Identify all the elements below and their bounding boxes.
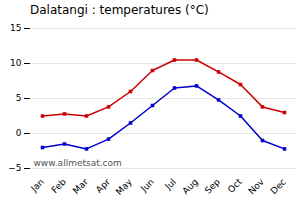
- svg-text:Apr: Apr: [94, 177, 112, 195]
- svg-text:Sep: Sep: [203, 177, 222, 196]
- svg-text:Aug: Aug: [180, 177, 200, 197]
- svg-text:Feb: Feb: [50, 177, 69, 196]
- svg-text:10: 10: [10, 58, 22, 68]
- svg-text:Nov: Nov: [246, 176, 266, 196]
- svg-text:Dec: Dec: [269, 177, 288, 196]
- svg-text:Mar: Mar: [71, 176, 90, 195]
- svg-text:Oct: Oct: [226, 176, 244, 194]
- svg-text:Jun: Jun: [138, 177, 156, 195]
- svg-text:−5: −5: [8, 163, 21, 173]
- svg-text:15: 15: [10, 23, 21, 33]
- svg-text:May: May: [114, 176, 135, 197]
- svg-text:0: 0: [16, 128, 22, 138]
- svg-text:Jan: Jan: [28, 177, 46, 195]
- svg-text:www.allmetsat.com: www.allmetsat.com: [34, 158, 122, 168]
- html-text:Dalatangi : temperatures (°C): Dalatangi : temperatures (°C): [30, 3, 209, 17]
- svg-text:Jul: Jul: [162, 177, 177, 192]
- svg-text:5: 5: [16, 93, 22, 103]
